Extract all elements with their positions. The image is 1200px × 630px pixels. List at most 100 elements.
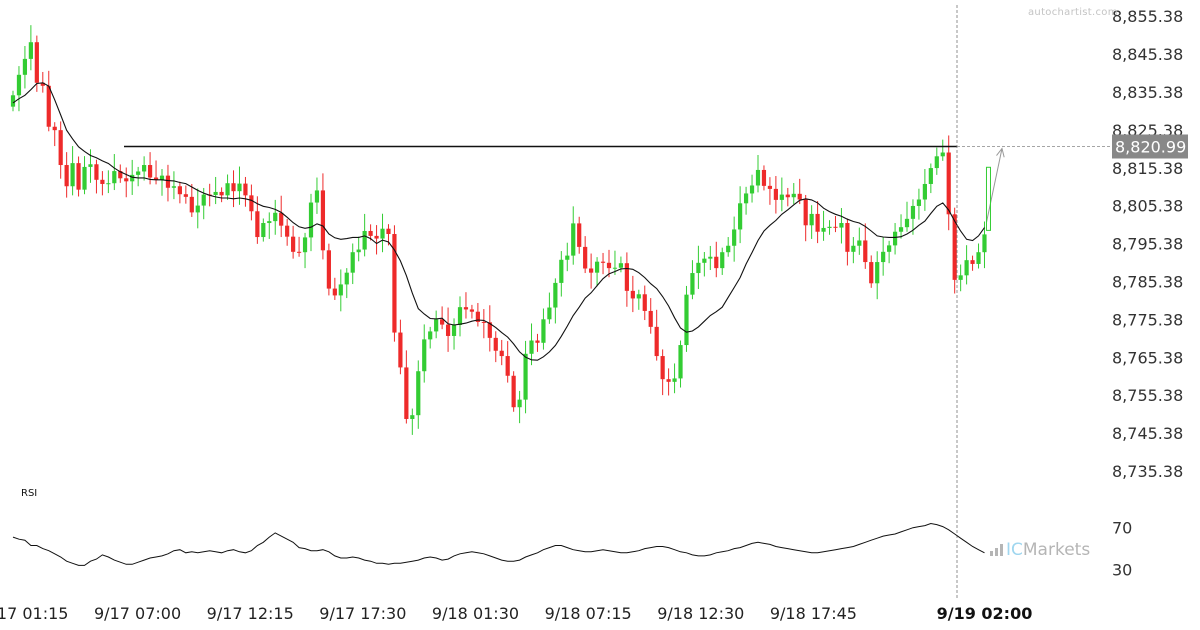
candle — [124, 167, 129, 198]
candle — [428, 326, 433, 349]
candle — [898, 214, 904, 239]
rsi-tick-label: 30 — [1112, 561, 1132, 580]
candle — [267, 212, 272, 239]
candle — [857, 227, 862, 255]
candle — [541, 308, 546, 350]
price-tick-label: 8,755.38 — [1112, 386, 1183, 405]
time-tick-label: 9/18 12:30 — [657, 604, 744, 623]
candle — [630, 275, 635, 313]
candle — [326, 243, 331, 296]
candle — [869, 255, 874, 288]
candle — [755, 154, 761, 193]
price-tag-label: 8,820.99 — [1115, 137, 1186, 156]
candle — [350, 243, 355, 285]
forecast-arrow-shaft — [985, 148, 1003, 223]
candle — [738, 186, 743, 244]
projected-candle — [985, 166, 991, 231]
candle — [362, 213, 367, 257]
candle — [457, 296, 463, 337]
candle — [767, 177, 773, 205]
candle — [672, 363, 677, 394]
candles-layer — [10, 25, 987, 435]
candle — [940, 139, 945, 161]
candle — [845, 218, 850, 266]
candle — [76, 156, 81, 197]
price-tick-label: 8,775.38 — [1112, 310, 1183, 329]
price-tick-label: 8,745.38 — [1112, 424, 1183, 443]
candle — [273, 199, 278, 235]
candle — [839, 208, 844, 244]
candle — [219, 187, 224, 203]
candle — [314, 177, 320, 214]
candle — [28, 25, 33, 71]
price-tick-label: 8,845.38 — [1112, 45, 1183, 64]
candle — [279, 195, 284, 238]
candle — [34, 35, 39, 92]
candle — [422, 324, 427, 383]
candle — [296, 236, 302, 257]
candle — [177, 181, 182, 204]
candle — [589, 253, 594, 289]
candle — [583, 236, 588, 274]
candle — [225, 174, 230, 200]
candle — [547, 292, 552, 324]
rsi-line — [12, 522, 985, 566]
candle — [976, 243, 981, 269]
candle — [881, 236, 886, 276]
candle — [636, 289, 641, 310]
price-tick-label: 8,785.38 — [1112, 272, 1183, 291]
candle — [52, 122, 57, 147]
candle — [10, 90, 16, 112]
time-tick-label: 9/17 07:00 — [94, 604, 181, 623]
price-tag-box — [1112, 134, 1188, 159]
candle — [648, 298, 653, 334]
candle — [696, 245, 701, 289]
rsi-label: RSI — [21, 488, 38, 499]
price-tag: 8,820.99 — [1112, 134, 1188, 159]
candle — [863, 223, 868, 269]
candle — [469, 304, 475, 319]
candle — [982, 221, 987, 269]
candle — [916, 188, 922, 220]
candle — [654, 309, 659, 361]
candle — [344, 268, 349, 299]
candle — [481, 309, 486, 339]
candle — [827, 220, 832, 235]
candle — [606, 249, 612, 278]
candle — [803, 194, 808, 242]
candle — [684, 285, 689, 352]
candle — [577, 216, 582, 254]
candle — [392, 225, 397, 342]
time-axis: 9/17 01:15 9/17 07:00 9/17 12:15 9/17 17:30… — [0, 604, 1032, 623]
price-tick-label: 8,765.38 — [1112, 348, 1183, 367]
candle — [565, 242, 570, 272]
candle — [761, 165, 767, 191]
price-tick-label: 8,795.38 — [1112, 235, 1183, 254]
forecast-arrow — [985, 147, 1005, 231]
candle — [875, 251, 880, 300]
candle — [82, 156, 87, 195]
candle — [922, 169, 927, 211]
candle — [887, 240, 892, 264]
candle — [851, 237, 856, 264]
candle — [302, 232, 308, 269]
candle — [171, 171, 177, 200]
logo-accent-text: IC — [1006, 540, 1023, 560]
candle — [559, 251, 564, 297]
candle — [720, 247, 725, 275]
candle — [183, 185, 188, 204]
candle — [100, 171, 105, 196]
candle — [320, 173, 326, 260]
candle — [261, 218, 266, 242]
candle — [624, 252, 629, 307]
candle — [445, 307, 451, 352]
candle — [451, 318, 457, 350]
candle — [743, 186, 749, 215]
candle — [487, 305, 492, 352]
candle — [499, 339, 504, 366]
candle — [58, 121, 63, 179]
candle — [94, 159, 99, 194]
candle — [237, 166, 242, 205]
candle — [892, 223, 898, 255]
price-tick-label: 8,735.38 — [1112, 462, 1183, 481]
